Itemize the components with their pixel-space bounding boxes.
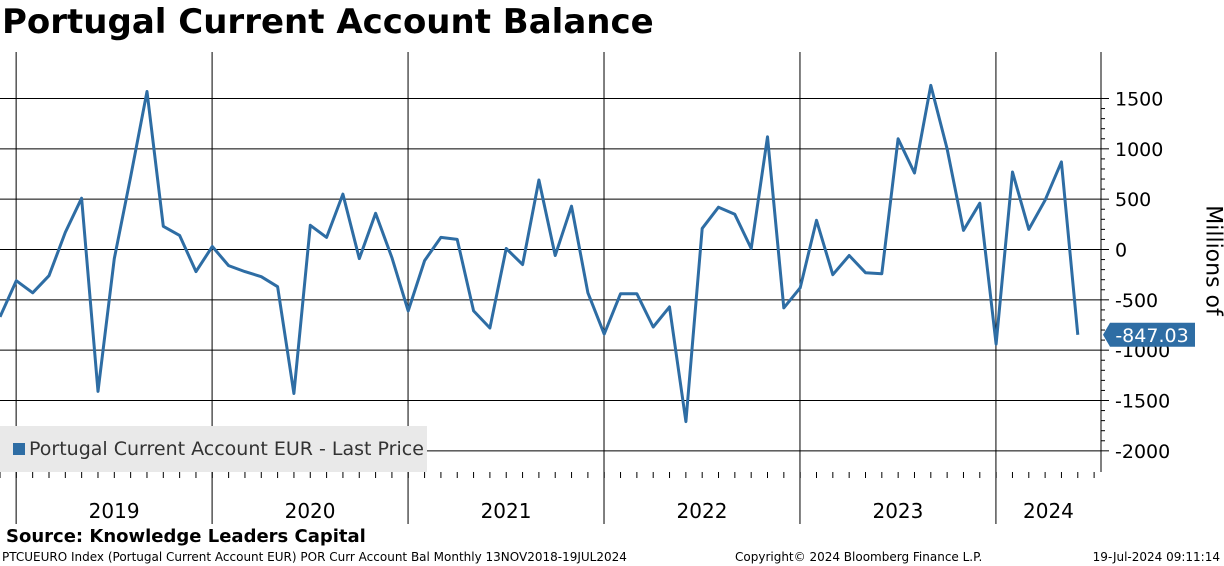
- x-year-label: 2022: [677, 499, 728, 523]
- footer-timestamp: 19-Jul-2024 09:11:14: [1092, 550, 1220, 564]
- y-axis-label: Millions of: [1200, 205, 1224, 316]
- y-tick-label: 500: [1115, 189, 1151, 211]
- footer-index-info: PTCUEURO Index (Portugal Current Account…: [2, 550, 627, 564]
- y-tick-label: 1000: [1115, 139, 1163, 161]
- x-year-label: 2020: [285, 499, 336, 523]
- legend-label: Portugal Current Account EUR - Last Pric…: [29, 438, 424, 460]
- footer-copyright: Copyright© 2024 Bloomberg Finance L.P.: [735, 550, 983, 564]
- y-tick-label: -500: [1115, 290, 1158, 312]
- x-year-label: 2023: [872, 499, 923, 523]
- last-value-marker: -847.03: [1103, 322, 1195, 347]
- y-tick-label: 1500: [1115, 89, 1163, 111]
- x-year-label: 2024: [1023, 499, 1074, 523]
- last-value-label: -847.03: [1115, 325, 1188, 347]
- source-note: Source: Knowledge Leaders Capital: [6, 526, 366, 547]
- y-tick-label: -1500: [1115, 391, 1170, 413]
- x-year-label: 2019: [89, 499, 140, 523]
- legend: Portugal Current Account EUR - Last Pric…: [0, 426, 427, 472]
- legend-swatch: [13, 443, 25, 455]
- y-tick-label: 0: [1115, 240, 1127, 262]
- x-axis-years: 2019 2020 2021 2022 2023 2024: [89, 499, 1074, 523]
- chart-title: Portugal Current Account Balance: [2, 2, 654, 42]
- x-year-label: 2021: [481, 499, 532, 523]
- y-tick-label: -2000: [1115, 441, 1170, 463]
- series-line: [0, 83, 1080, 424]
- last-value-badge: [1103, 322, 1195, 347]
